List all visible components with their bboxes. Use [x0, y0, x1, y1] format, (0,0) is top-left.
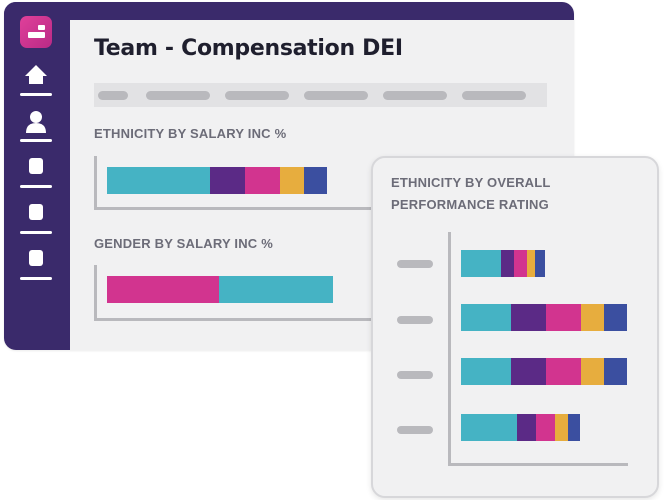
bar-segment — [568, 414, 580, 441]
sidebar-item-people[interactable] — [18, 108, 54, 144]
perf-bar-row — [461, 304, 627, 331]
row-label — [397, 426, 433, 434]
chart-axis-y — [448, 232, 451, 466]
filter-pill[interactable] — [146, 91, 210, 100]
chart-axis-y — [94, 265, 97, 321]
chart-gender-salary — [107, 276, 333, 303]
nav-underline — [20, 277, 52, 280]
filter-pill[interactable] — [304, 91, 368, 100]
bar-segment — [517, 414, 536, 441]
page-title: Team - Compensation DEI — [94, 36, 403, 61]
bar-segment — [107, 276, 219, 303]
bar-segment — [461, 358, 511, 385]
square-icon — [29, 250, 43, 266]
bar-segment — [304, 167, 327, 194]
bar-segment — [581, 358, 604, 385]
bar-segment — [604, 304, 627, 331]
row-label — [397, 316, 433, 324]
sidebar-item-nav-4[interactable] — [18, 200, 54, 236]
chart-axis-x — [94, 207, 384, 210]
section-title-gender-salary: GENDER BY SALARY INC % — [94, 236, 273, 251]
bar-segment — [501, 250, 514, 277]
chart-axis-x — [448, 463, 628, 466]
bar-segment — [461, 250, 501, 277]
bar-segment — [461, 414, 517, 441]
bar-segment — [555, 414, 568, 441]
performance-panel: ETHNICITY BY OVERALL PERFORMANCE RATING — [371, 156, 659, 498]
section-title-ethnicity-performance: ETHNICITY BY OVERALL PERFORMANCE RATING — [391, 175, 551, 212]
section-title-ethnicity-salary: ETHNICITY BY SALARY INC % — [94, 126, 287, 141]
bar-segment — [536, 414, 555, 441]
bar-segment — [461, 304, 511, 331]
row-label — [397, 260, 433, 268]
filter-bar — [94, 83, 547, 107]
sidebar-item-nav-3[interactable] — [18, 154, 54, 190]
perf-bar-row — [461, 358, 627, 385]
bar-segment — [604, 358, 627, 385]
logo-mark — [38, 25, 45, 30]
bar-segment — [219, 276, 333, 303]
nav-underline — [20, 139, 52, 142]
logo-mark — [28, 32, 45, 38]
bar-segment — [245, 167, 280, 194]
bar-segment — [514, 250, 527, 277]
bar-segment — [527, 250, 535, 277]
bar-segment — [511, 304, 546, 331]
square-icon — [29, 204, 43, 220]
home-icon — [25, 65, 47, 84]
bar-segment — [546, 304, 581, 331]
chart-axis-x — [94, 318, 384, 321]
perf-bar-row — [461, 250, 545, 277]
bar-segment — [535, 250, 545, 277]
chart-ethnicity-salary — [107, 167, 327, 194]
nav-underline — [20, 231, 52, 234]
filter-pill[interactable] — [225, 91, 289, 100]
perf-bar-row — [461, 414, 580, 441]
sidebar-item-nav-5[interactable] — [18, 246, 54, 282]
square-icon — [29, 158, 43, 174]
top-bar — [4, 2, 574, 20]
sidebar — [4, 2, 70, 350]
chart-axis-y — [94, 156, 97, 210]
filter-pill[interactable] — [98, 91, 128, 100]
sidebar-item-home[interactable] — [18, 62, 54, 98]
bar-segment — [546, 358, 581, 385]
row-label — [397, 371, 433, 379]
bar-segment — [210, 167, 245, 194]
app-logo[interactable] — [20, 16, 52, 48]
nav-underline — [20, 93, 52, 96]
filter-pill[interactable] — [462, 91, 526, 100]
bar-segment — [280, 167, 304, 194]
bar-segment — [511, 358, 546, 385]
bar-segment — [107, 167, 210, 194]
bar-segment — [581, 304, 604, 331]
filter-pill[interactable] — [383, 91, 447, 100]
user-icon — [26, 111, 46, 133]
nav-underline — [20, 185, 52, 188]
